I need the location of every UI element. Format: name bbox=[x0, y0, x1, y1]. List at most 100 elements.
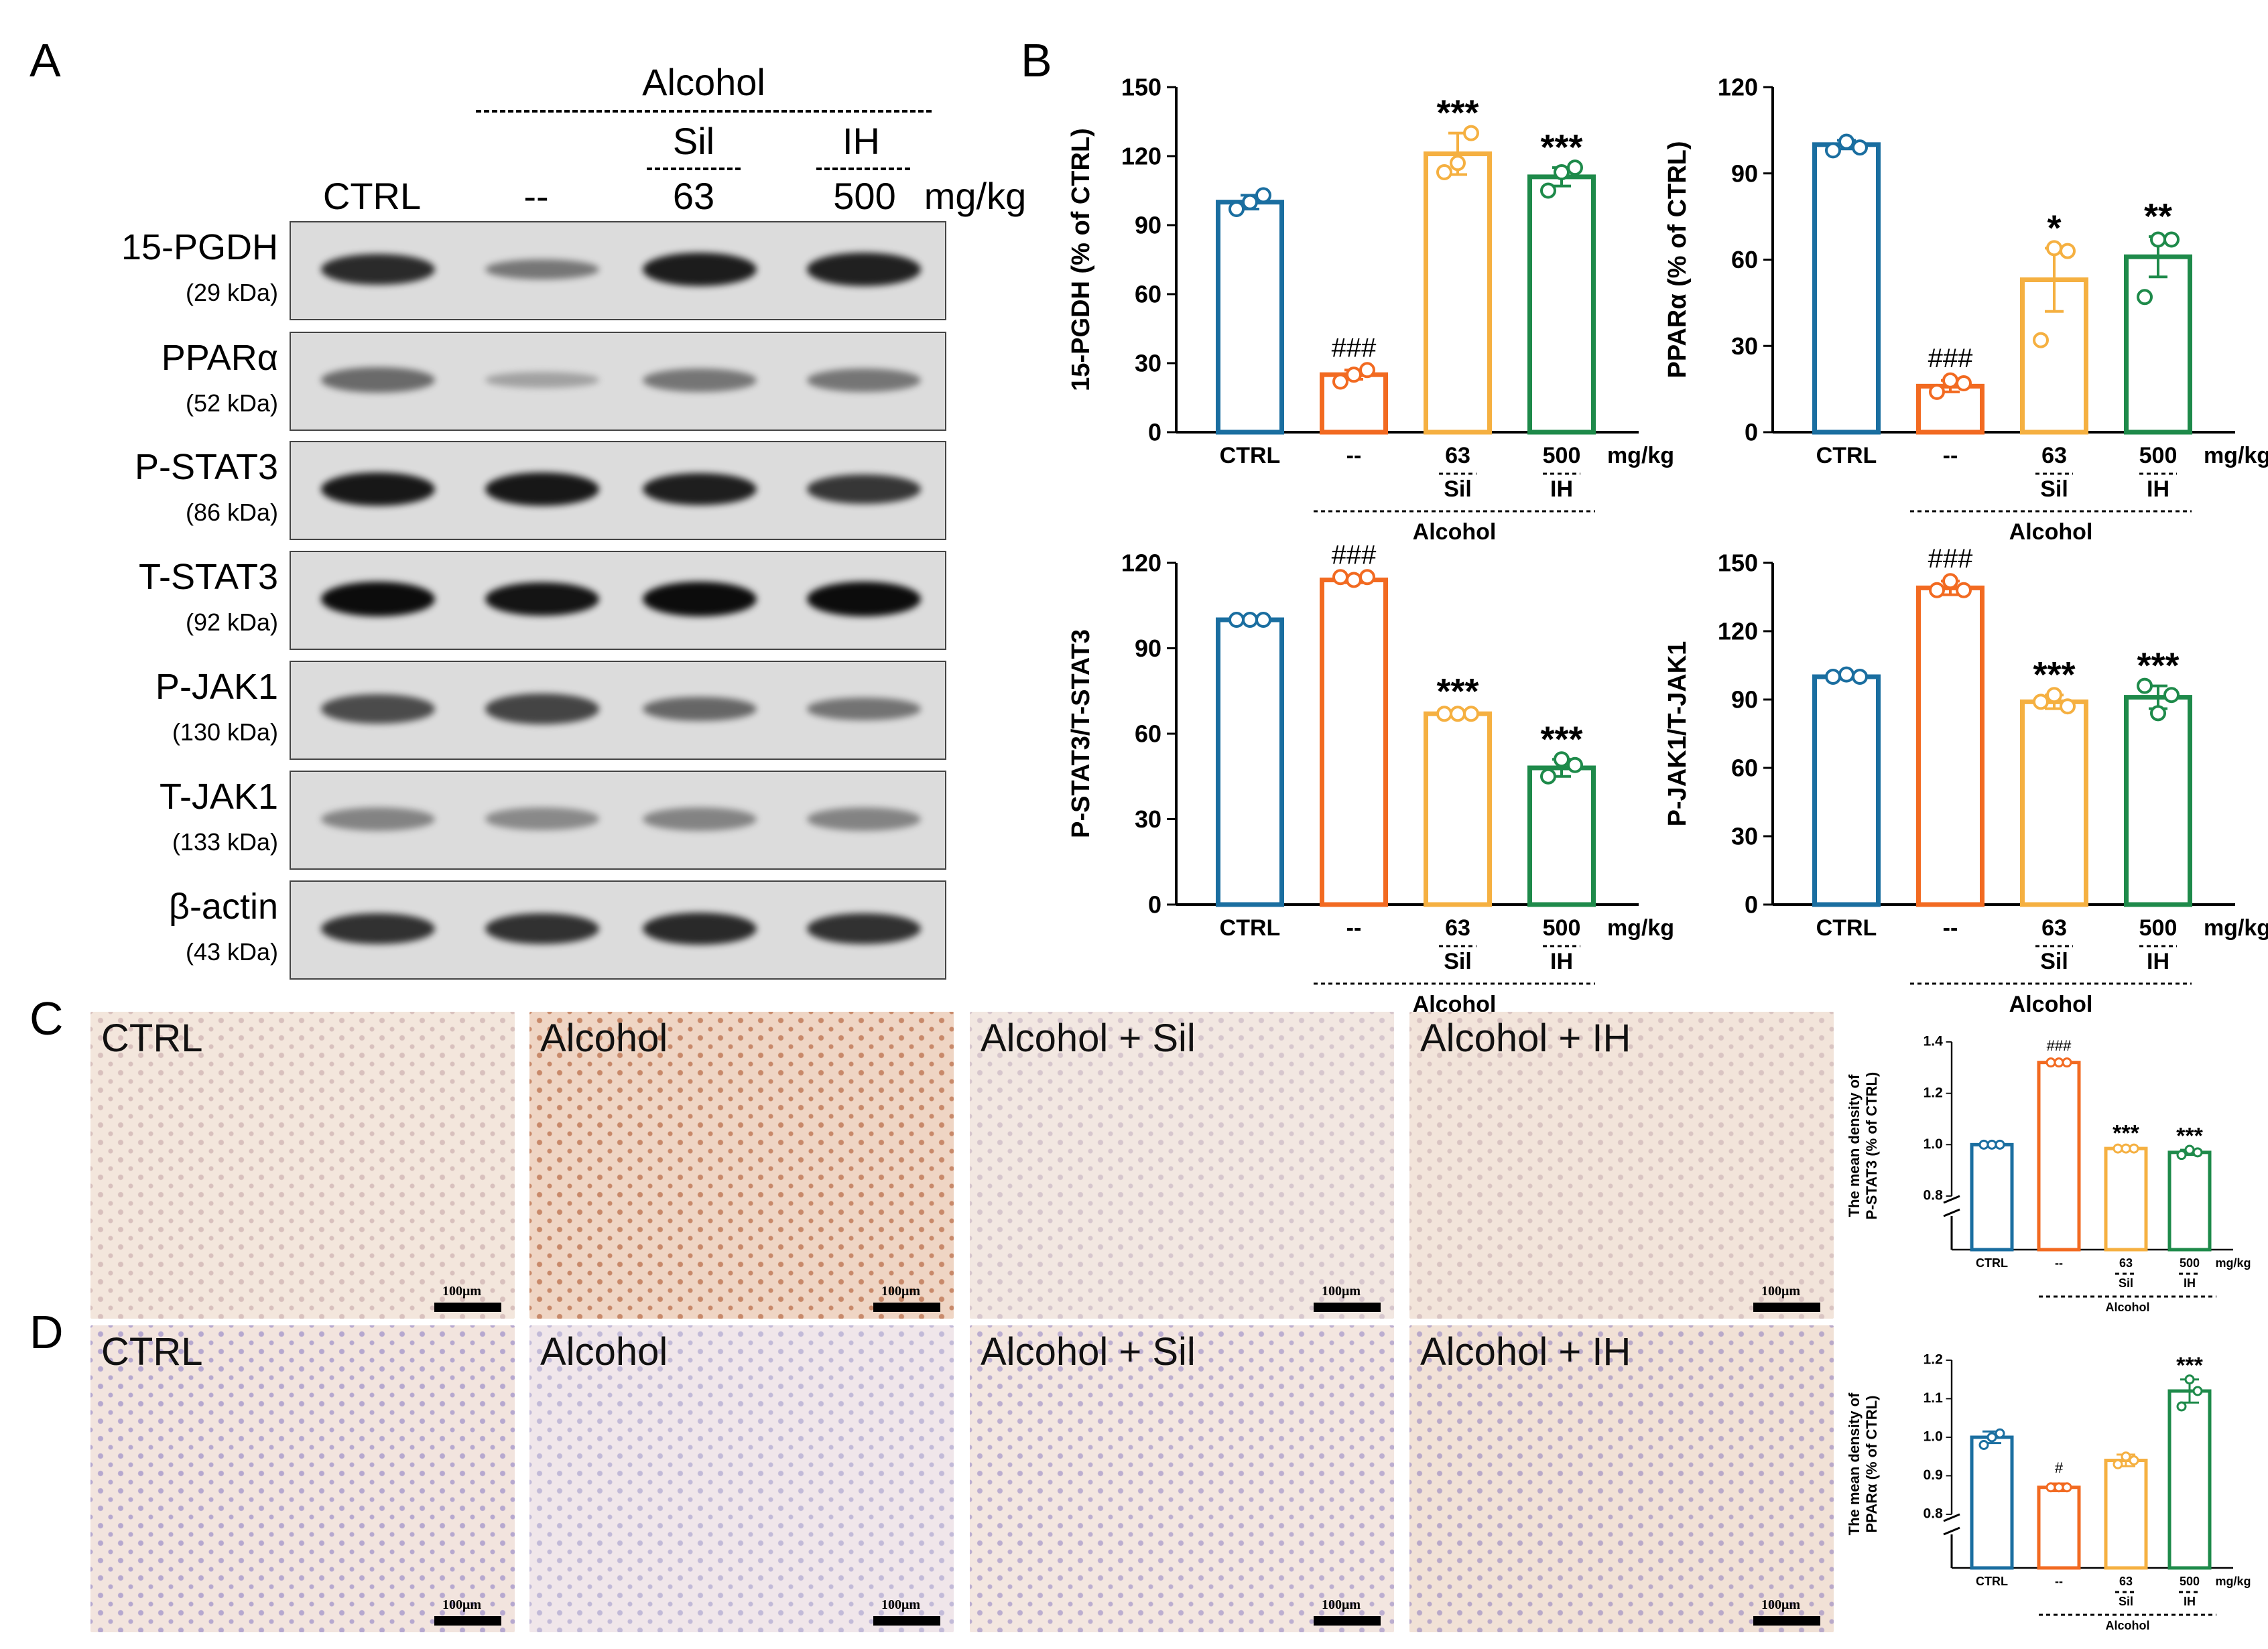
alcohol-group-label: Alcohol bbox=[2106, 1301, 2150, 1314]
ihc-micrograph: Alcohol 100μm bbox=[529, 1325, 954, 1632]
blot-band bbox=[643, 252, 757, 287]
y-tick-label: 0 bbox=[1148, 891, 1161, 919]
data-point bbox=[1929, 582, 1945, 598]
header-alcohol: Alcohol bbox=[642, 61, 765, 103]
bar bbox=[1320, 372, 1388, 435]
scale-bar-label: 100μm bbox=[1322, 1597, 1361, 1612]
dose-group-label: Sil bbox=[1444, 949, 1472, 974]
data-point bbox=[1852, 669, 1868, 685]
x-tick-label: 500 bbox=[2180, 1575, 2200, 1588]
blot-band bbox=[485, 372, 599, 388]
x-tick-label: 500 bbox=[1543, 443, 1581, 468]
scale-bar bbox=[873, 1616, 940, 1626]
bar bbox=[1970, 1435, 2014, 1570]
blot-image bbox=[290, 332, 946, 431]
x-tick-label: CTRL bbox=[1816, 915, 1877, 941]
y-tick-label: 1.0 bbox=[1924, 1429, 1943, 1445]
blot-protein-label: PPARα bbox=[161, 338, 278, 378]
x-tick-label: CTRL bbox=[1816, 443, 1877, 468]
header-ih: IH bbox=[842, 120, 880, 162]
data-point bbox=[2121, 1143, 2131, 1154]
x-tick-label: CTRL bbox=[1976, 1575, 2008, 1588]
x-tick-label: -- bbox=[1346, 915, 1362, 941]
unit-label: mg/kg bbox=[1607, 915, 1674, 941]
blot-band bbox=[807, 582, 921, 616]
blot-band bbox=[643, 472, 757, 506]
y-tick-label: 0.8 bbox=[1924, 1188, 1944, 1203]
dose-group-label: Sil bbox=[1444, 476, 1472, 502]
blot-kda-label: (43 kDa) bbox=[185, 938, 278, 966]
data-point bbox=[2176, 1401, 2187, 1412]
y-tick-label: 1.2 bbox=[1924, 1352, 1943, 1368]
bar bbox=[2104, 1146, 2148, 1252]
significance-label: ### bbox=[1928, 544, 1973, 574]
y-tick-label: 0 bbox=[1745, 419, 1758, 446]
data-point bbox=[1255, 187, 1271, 204]
unit-label: mg/kg bbox=[2204, 915, 2268, 941]
x-tick-label: 63 bbox=[1445, 443, 1470, 468]
scale-bar-label: 100μm bbox=[1761, 1597, 1800, 1612]
significance-label: *** bbox=[2113, 1121, 2139, 1146]
x-tick-label: 63 bbox=[2119, 1256, 2133, 1270]
ihc-group-label: Alcohol + IH bbox=[1420, 1330, 1631, 1374]
blot-band bbox=[321, 807, 435, 831]
y-tick-label: 120 bbox=[1718, 74, 1758, 101]
scale-bar-label: 100μm bbox=[1761, 1284, 1800, 1299]
y-tick-label: 30 bbox=[1135, 350, 1161, 377]
scale-bar-label: 100μm bbox=[1322, 1284, 1361, 1299]
blot-band bbox=[643, 696, 757, 722]
data-point bbox=[1978, 1440, 1989, 1450]
blot-protein-label: 15-PGDH bbox=[121, 227, 278, 267]
bar bbox=[2104, 1459, 2148, 1570]
blot-band bbox=[643, 582, 757, 616]
blot-band bbox=[321, 367, 435, 393]
dose-group-label: IH bbox=[2147, 476, 2169, 502]
bar bbox=[2124, 695, 2192, 907]
y-tick-label: 120 bbox=[1121, 143, 1161, 170]
data-point bbox=[2033, 332, 2049, 348]
x-tick-label: 500 bbox=[2180, 1256, 2200, 1270]
blot-kda-label: (130 kDa) bbox=[172, 718, 278, 746]
data-point bbox=[2163, 687, 2180, 704]
blot-protein-label: T-STAT3 bbox=[138, 557, 278, 597]
significance-label: ### bbox=[1928, 344, 1973, 373]
blot-image bbox=[290, 771, 946, 870]
data-point bbox=[1450, 706, 1466, 722]
x-tick-label: 63 bbox=[2041, 443, 2067, 468]
y-tick-label: 150 bbox=[1121, 74, 1161, 101]
data-point bbox=[2046, 687, 2062, 704]
y-tick-label: 1.0 bbox=[1924, 1136, 1943, 1152]
scale-bar-label: 100μm bbox=[442, 1284, 481, 1299]
x-tick-label: -- bbox=[2055, 1256, 2063, 1270]
data-point bbox=[1332, 373, 1348, 390]
dose-group-label: IH bbox=[2184, 1595, 2196, 1608]
data-point bbox=[2033, 694, 2049, 710]
header-model: -- bbox=[523, 175, 549, 217]
data-point bbox=[2176, 1150, 2187, 1161]
y-tick-label: 60 bbox=[1135, 720, 1161, 748]
y-axis-label: The mean density of bbox=[1846, 1392, 1863, 1535]
y-tick-label: 0.9 bbox=[1924, 1467, 1943, 1483]
blot-band bbox=[321, 582, 435, 616]
significance-label: # bbox=[2055, 1459, 2064, 1476]
data-point bbox=[1463, 706, 1479, 722]
y-tick-label: 0 bbox=[1148, 419, 1161, 446]
dose-group-label: IH bbox=[2147, 949, 2169, 974]
bar bbox=[2037, 1486, 2081, 1570]
blot-image bbox=[290, 441, 946, 540]
y-tick-label: 60 bbox=[1135, 281, 1161, 308]
blot-image bbox=[290, 221, 946, 320]
blot-image bbox=[290, 551, 946, 650]
y-axis-label: P-JAK1/T-JAK1 bbox=[1663, 641, 1692, 827]
data-point bbox=[1359, 362, 1375, 379]
panel-label-a: A bbox=[29, 34, 61, 86]
alcohol-group-label: Alcohol bbox=[2106, 1619, 2150, 1632]
blot-band bbox=[321, 472, 435, 507]
data-point bbox=[1995, 1428, 2005, 1439]
bar bbox=[1320, 578, 1388, 907]
scale-bar bbox=[1314, 1303, 1381, 1312]
blot-band bbox=[807, 807, 921, 831]
scale-bar-label: 100μm bbox=[442, 1597, 481, 1612]
data-point bbox=[2054, 1482, 2064, 1493]
significance-label: ### bbox=[1332, 540, 1377, 570]
